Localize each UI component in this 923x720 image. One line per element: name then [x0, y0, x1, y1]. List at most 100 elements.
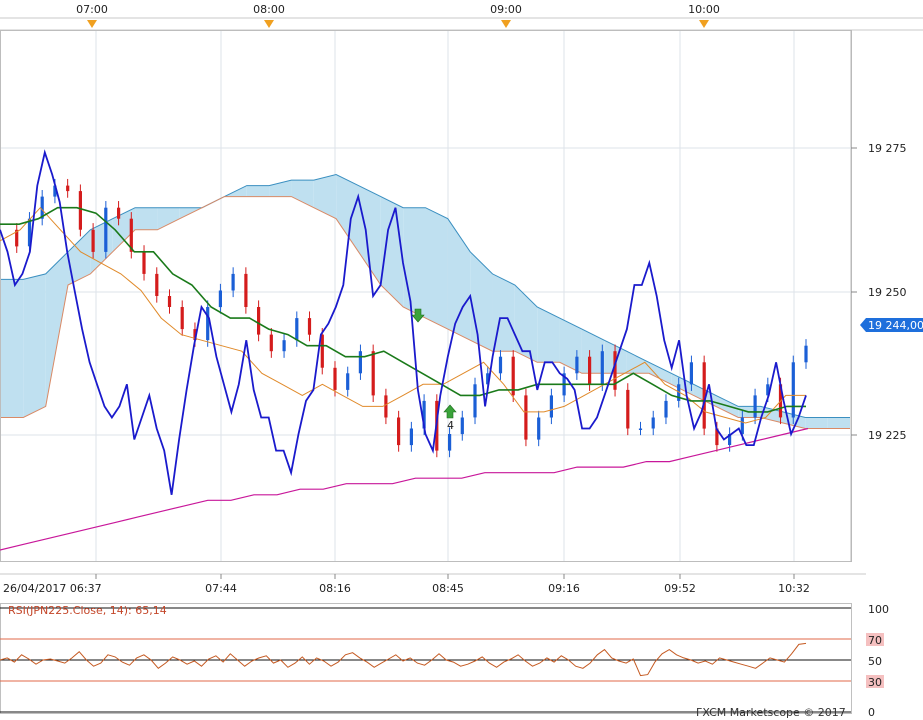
candle-body: [460, 417, 464, 435]
candle-body: [78, 191, 82, 230]
candle-body: [282, 340, 286, 352]
x-tick-label: 26/04/2017 06:37: [3, 582, 102, 595]
cloud-segment: [447, 218, 471, 341]
candle-body: [804, 345, 808, 363]
candle-body: [155, 273, 159, 296]
candle-body: [371, 351, 375, 396]
rsi-tick-label: 0: [868, 706, 875, 719]
candle-body: [651, 417, 655, 429]
cloud-segment: [313, 174, 337, 219]
session-label: 09:00: [490, 3, 522, 16]
bottom-time-axis: 26/04/2017 06:37 07:44 08:16 08:45 09:16…: [0, 573, 866, 595]
cloud-span-b: [1, 196, 850, 429]
x-tick-label: 08:16: [319, 582, 351, 595]
moving-average-line: [0, 427, 809, 551]
x-tick-label: 09:52: [664, 582, 696, 595]
cloud-segment: [805, 417, 828, 429]
cloud-segment: [626, 351, 649, 374]
cloud-segment: [336, 174, 359, 252]
candle-body: [588, 356, 592, 385]
candle-body: [626, 389, 630, 429]
rsi-series: [0, 642, 807, 677]
candle-body: [231, 273, 235, 291]
candle-body: [549, 395, 553, 418]
candle-body: [53, 185, 57, 197]
cloud-segment: [157, 207, 180, 230]
cloud-segment: [425, 207, 448, 330]
candle-body: [638, 428, 643, 430]
ichimoku-cloud: [1, 173, 850, 429]
cloud-span-a: [1, 173, 850, 418]
last-price-badge: 19 244,00: [860, 318, 923, 332]
cloud-segment: [671, 373, 694, 396]
candle-body: [167, 296, 172, 307]
session-marker-icon: [699, 20, 709, 28]
candle-body: [269, 334, 273, 352]
rsi-tick-label: 50: [868, 655, 882, 668]
candle-body: [600, 351, 604, 385]
candle-body: [244, 273, 248, 307]
indicator-lines: [0, 149, 809, 551]
candle-body: [613, 351, 617, 390]
candle-body: [66, 185, 70, 192]
candle-body: [524, 395, 528, 440]
session-marker-icon: [264, 20, 274, 28]
candle-body: [218, 290, 222, 308]
candle-body: [740, 417, 744, 435]
candle-body: [206, 307, 210, 341]
session-label: 08:00: [253, 3, 285, 16]
cloud-segment: [648, 362, 672, 385]
candle-body: [117, 207, 121, 219]
y-tick-label: 19 225: [868, 429, 907, 442]
candle-body: [422, 400, 426, 429]
candle-body: [40, 196, 44, 219]
candle-body: [473, 384, 477, 418]
rsi-axis: 100 70 50 30 0: [866, 602, 889, 719]
cloud-segment: [403, 207, 426, 319]
cloud-segment: [782, 411, 806, 429]
candle-body: [320, 334, 324, 368]
y-tick-label: 19 275: [868, 142, 907, 155]
session-marker-icon: [87, 20, 97, 28]
candle-body: [27, 218, 32, 247]
x-tick-label: 09:16: [548, 582, 580, 595]
candle-body: [358, 351, 362, 374]
cloud-segment: [135, 207, 158, 230]
signal-arrow-down-icon: [411, 308, 425, 323]
candles: [15, 178, 808, 458]
cloud-segment: [537, 307, 560, 363]
x-tick-label: 07:44: [205, 582, 237, 595]
cloud-segment: [291, 180, 314, 208]
cloud-segment: [581, 329, 605, 374]
candle-body: [728, 434, 732, 445]
conversion-line: [0, 206, 806, 424]
y-tick-label: 19 250: [868, 286, 907, 299]
candle-body: [409, 428, 413, 446]
candle-body: [753, 395, 757, 418]
cloud-segment: [68, 229, 91, 285]
candle-body: [575, 356, 579, 374]
rsi-title: RSI(JPN225.Close, 14): 65,14: [8, 604, 167, 617]
footer-copyright: FXCM Marketscope © 2017: [696, 706, 846, 719]
price-axis: 19 275 19 250 19 225: [851, 142, 907, 442]
candle-body: [333, 367, 337, 390]
rsi-line: [0, 642, 807, 677]
cloud-segment: [827, 417, 850, 429]
rsi-tick-label: 30: [868, 676, 882, 689]
x-tick-label: 10:32: [778, 582, 810, 595]
candle-body: [180, 307, 184, 330]
rsi-tick-label: 70: [868, 634, 882, 647]
candle-body: [448, 434, 452, 451]
candle-body: [104, 207, 108, 252]
candle-body: [766, 384, 770, 396]
session-label: 07:00: [76, 3, 108, 16]
cloud-segment: [23, 273, 46, 418]
candle-body: [15, 229, 19, 247]
candle-body: [307, 318, 312, 335]
rsi-pane: RSI(JPN225.Close, 14): 65,14: [0, 603, 852, 714]
cloud-segment: [358, 185, 381, 285]
candle-body: [257, 307, 261, 335]
candle-body: [689, 362, 693, 385]
